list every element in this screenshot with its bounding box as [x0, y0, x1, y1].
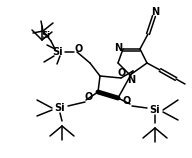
Text: O: O [75, 44, 83, 54]
Text: O: O [85, 92, 93, 102]
Text: N: N [114, 43, 122, 53]
Text: Si: Si [53, 47, 63, 57]
Text: O: O [123, 96, 131, 106]
Text: O: O [118, 68, 126, 78]
Text: Si: Si [55, 103, 65, 113]
Text: N: N [127, 75, 135, 85]
Text: Si: Si [41, 31, 50, 40]
Text: N: N [151, 7, 159, 17]
Polygon shape [96, 92, 120, 98]
Text: Si: Si [150, 105, 160, 115]
